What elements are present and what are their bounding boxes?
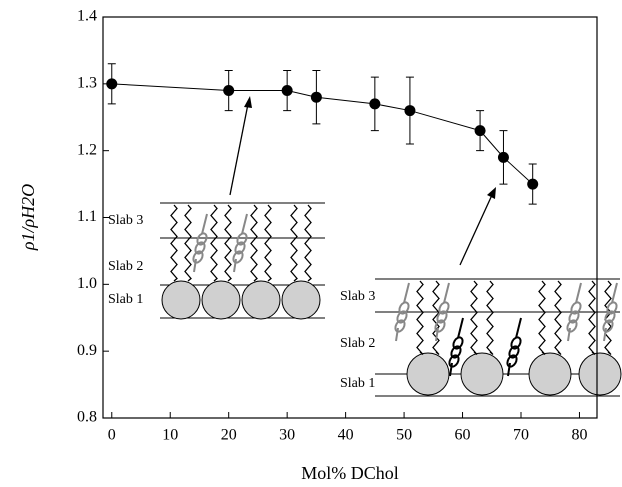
- data-point: [497, 151, 509, 163]
- headgroup: [281, 280, 321, 320]
- arrow: [459, 194, 493, 266]
- lipid-chain: [184, 204, 192, 282]
- x-tick-label: 30: [279, 427, 295, 444]
- data-point: [106, 78, 118, 90]
- chol-ring: [566, 319, 578, 333]
- y-tick-label: 1.1: [77, 208, 97, 225]
- chol-tail: [241, 213, 248, 235]
- lipid-chain: [210, 204, 218, 282]
- lipid-chain: [416, 280, 424, 355]
- chol-stem: [233, 258, 237, 273]
- chol-ring: [434, 319, 446, 333]
- chol-ring: [602, 319, 614, 333]
- lipid-chain: [250, 204, 258, 282]
- lipid-chain: [432, 280, 440, 355]
- headgroup: [241, 280, 281, 320]
- chol-stem: [567, 327, 571, 342]
- y-tick-label: 1.4: [77, 8, 97, 25]
- headgroup: [406, 352, 450, 396]
- headgroup: [161, 280, 201, 320]
- x-tick-label: 70: [513, 427, 529, 444]
- chol-tail: [575, 282, 582, 304]
- arrowhead: [487, 187, 496, 199]
- data-point: [474, 125, 486, 137]
- chol-stem: [507, 362, 511, 377]
- lipid-chain: [290, 204, 298, 282]
- data-point: [527, 178, 539, 190]
- arrow: [229, 103, 249, 196]
- lipid-chain: [486, 280, 494, 355]
- lipid-chain: [554, 280, 562, 355]
- chol-ring: [448, 354, 460, 368]
- slab-label: Slab 2: [340, 336, 375, 351]
- chol-tail: [515, 317, 522, 339]
- chol-ring: [394, 319, 406, 333]
- headgroup: [201, 280, 241, 320]
- lipid-chain: [588, 280, 596, 355]
- data-point: [369, 98, 381, 110]
- chol-ring: [506, 354, 518, 368]
- chol-stem: [193, 258, 197, 273]
- lipid-chain: [264, 204, 272, 282]
- chol-tail: [611, 282, 618, 304]
- chol-tail: [201, 213, 208, 235]
- data-point: [223, 85, 235, 97]
- x-tick-label: 20: [221, 427, 237, 444]
- x-tick-label: 60: [455, 427, 471, 444]
- headgroup: [460, 352, 504, 396]
- x-axis-label: Mol% DChol: [301, 463, 399, 483]
- y-tick-label: 0.8: [77, 409, 97, 426]
- slab-label: Slab 1: [340, 376, 375, 391]
- data-point: [404, 105, 416, 117]
- y-tick-label: 1.3: [77, 75, 97, 92]
- headgroup: [528, 352, 572, 396]
- insets: [160, 202, 622, 397]
- lipid-chain: [170, 204, 178, 282]
- slab-label: Slab 3: [108, 213, 143, 228]
- y-tick-label: 1.2: [77, 141, 97, 158]
- lipid-chain: [538, 280, 546, 355]
- arrowhead: [244, 96, 252, 108]
- x-tick-label: 40: [338, 427, 354, 444]
- x-tick-label: 10: [162, 427, 178, 444]
- y-tick-label: 1.0: [77, 275, 97, 292]
- chol-stem: [395, 327, 399, 342]
- lipid-chain: [470, 280, 478, 355]
- chol-ring: [232, 250, 244, 264]
- chol-stem: [449, 362, 453, 377]
- chol-tail: [443, 282, 450, 304]
- y-tick-label: 0.9: [77, 342, 97, 359]
- slab-label: Slab 1: [108, 292, 143, 307]
- chol-tail: [403, 282, 410, 304]
- data-point: [281, 85, 293, 97]
- headgroup: [578, 352, 622, 396]
- connect-line: [111, 83, 534, 185]
- x-tick-label: 80: [571, 427, 587, 444]
- y-axis-label: ρ1/ρH2O: [18, 184, 38, 251]
- x-tick-label: 50: [396, 427, 412, 444]
- lipid-chain: [304, 204, 312, 282]
- slab-label: Slab 2: [108, 259, 143, 274]
- chol-ring: [192, 250, 204, 264]
- x-tick-label: 0: [108, 427, 116, 444]
- plot-frame: [102, 16, 598, 419]
- lipid-chain: [224, 204, 232, 282]
- slab-label: Slab 3: [340, 289, 375, 304]
- data-point: [310, 91, 322, 103]
- chol-tail: [457, 317, 464, 339]
- chol-stem: [603, 327, 607, 342]
- chol-stem: [435, 327, 439, 342]
